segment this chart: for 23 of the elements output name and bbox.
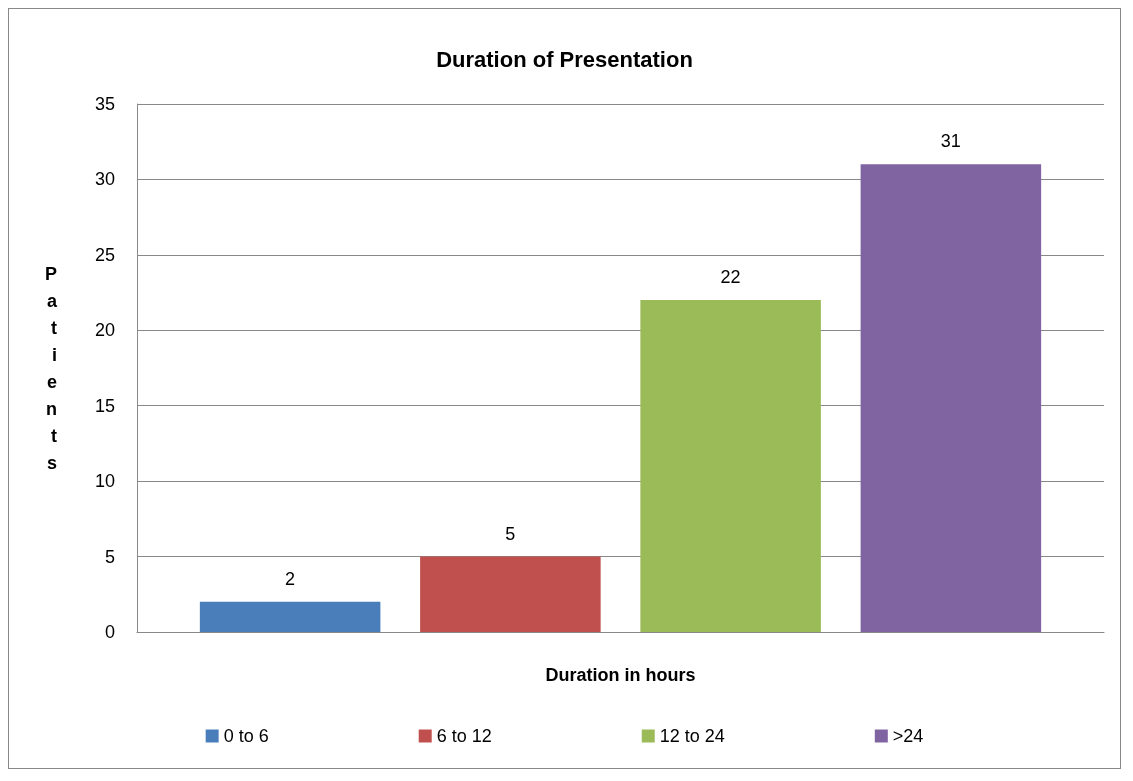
y-tick-label: 30: [94, 169, 115, 190]
data-label: 2: [285, 568, 296, 589]
y-tick-label: 25: [94, 244, 115, 265]
y-tick-label: 20: [94, 320, 115, 341]
y-tick-label: 0: [104, 622, 115, 642]
bar: [860, 164, 1042, 632]
y-tick-label: 35: [94, 94, 115, 114]
bar: [420, 556, 601, 632]
data-label: 31: [940, 131, 961, 152]
x-axis-title: Duration in hours: [545, 665, 696, 685]
legend-label: >24: [892, 726, 924, 746]
legend-label: 6 to 12: [436, 726, 492, 746]
y-axis-title: Patients: [44, 263, 58, 473]
bar: [640, 300, 821, 632]
data-label: 22: [720, 267, 741, 288]
y-tick-label: 15: [94, 395, 115, 416]
bar: [199, 601, 381, 632]
data-label: 5: [505, 523, 516, 544]
y-tick-label: 10: [94, 471, 115, 492]
chart-title: Duration of Presentation: [436, 46, 693, 72]
legend-label: 0 to 6: [223, 726, 269, 746]
y-tick-label: 5: [104, 546, 115, 567]
legend-label: 12 to 24: [659, 726, 725, 746]
